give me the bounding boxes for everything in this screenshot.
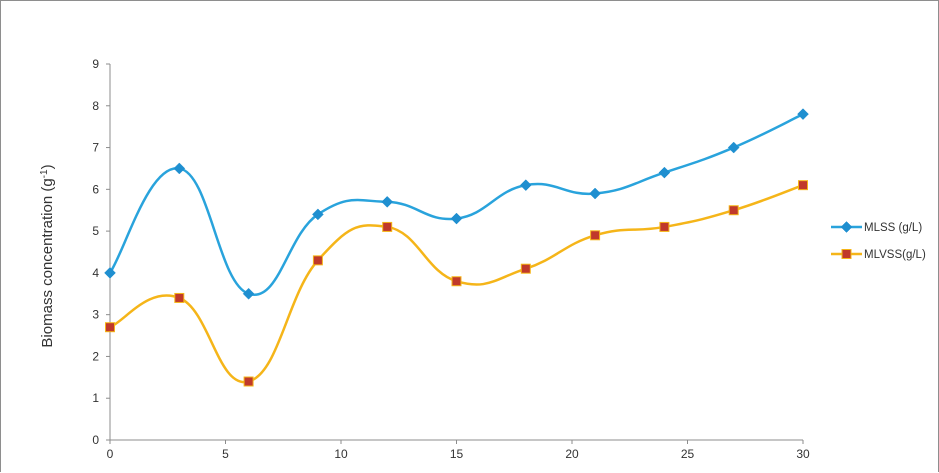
axes (109, 64, 803, 441)
legend-label: MLVSS(g/L) (864, 249, 926, 261)
y-tick-label: 8 (92, 99, 99, 113)
x-tick-label: 25 (681, 447, 695, 461)
legend: MLSS (g/L) MLVSS(g/L) (831, 221, 926, 261)
y-axis-label-superscript: -1 (39, 169, 50, 178)
x-tick-label: 30 (796, 447, 810, 461)
y-tick-label: 4 (92, 266, 99, 280)
x-tick-label: 0 (107, 447, 114, 461)
data-point (381, 196, 394, 208)
series-mlss (104, 108, 809, 300)
x-axis-ticks: 0 5 10 15 20 25 30 (107, 440, 810, 461)
legend-marker (841, 249, 852, 259)
y-tick-label: 1 (92, 391, 99, 405)
series-layer (104, 108, 809, 387)
y-tick-label: 2 (92, 349, 99, 363)
data-point (312, 255, 323, 266)
y-axis-label-suffix: ) (39, 164, 56, 169)
y-tick-label: 6 (92, 182, 99, 196)
x-tick-label: 10 (334, 447, 348, 461)
data-point (174, 292, 185, 303)
data-point (312, 208, 324, 221)
data-point (519, 179, 532, 192)
data-point (173, 162, 186, 175)
x-tick-label: 5 (222, 447, 229, 461)
y-tick-label: 0 (92, 433, 99, 447)
legend-marker (840, 221, 853, 233)
data-point (798, 180, 808, 191)
data-point (242, 287, 255, 300)
data-point (382, 221, 393, 232)
y-tick-label: 5 (92, 224, 99, 238)
x-tick-label: 20 (565, 447, 579, 461)
data-point (450, 212, 463, 225)
data-point (659, 221, 670, 232)
data-point (589, 187, 601, 200)
data-point (728, 205, 739, 216)
data-point (797, 108, 809, 120)
y-axis-label-main: Biomass concentration (g (39, 178, 56, 347)
series-line (109, 183, 804, 384)
data-point (658, 166, 671, 179)
y-tick-label: 3 (92, 308, 99, 322)
series-line (108, 113, 804, 296)
y-axis-label: Biomass concentration (g-1) (39, 164, 57, 347)
legend-label: MLSS (g/L) (864, 222, 922, 234)
data-point (104, 267, 116, 279)
data-point (105, 322, 115, 333)
y-axis-ticks: 0 1 2 3 4 5 6 7 8 9 (92, 57, 110, 447)
series-mlvss (105, 180, 808, 387)
x-tick-label: 15 (450, 447, 464, 461)
data-point (451, 276, 462, 287)
data-point (243, 376, 254, 387)
data-point (590, 230, 601, 241)
y-tick-label: 7 (92, 141, 99, 155)
data-point (520, 263, 531, 274)
data-point (727, 141, 740, 154)
y-tick-label: 9 (92, 57, 99, 71)
